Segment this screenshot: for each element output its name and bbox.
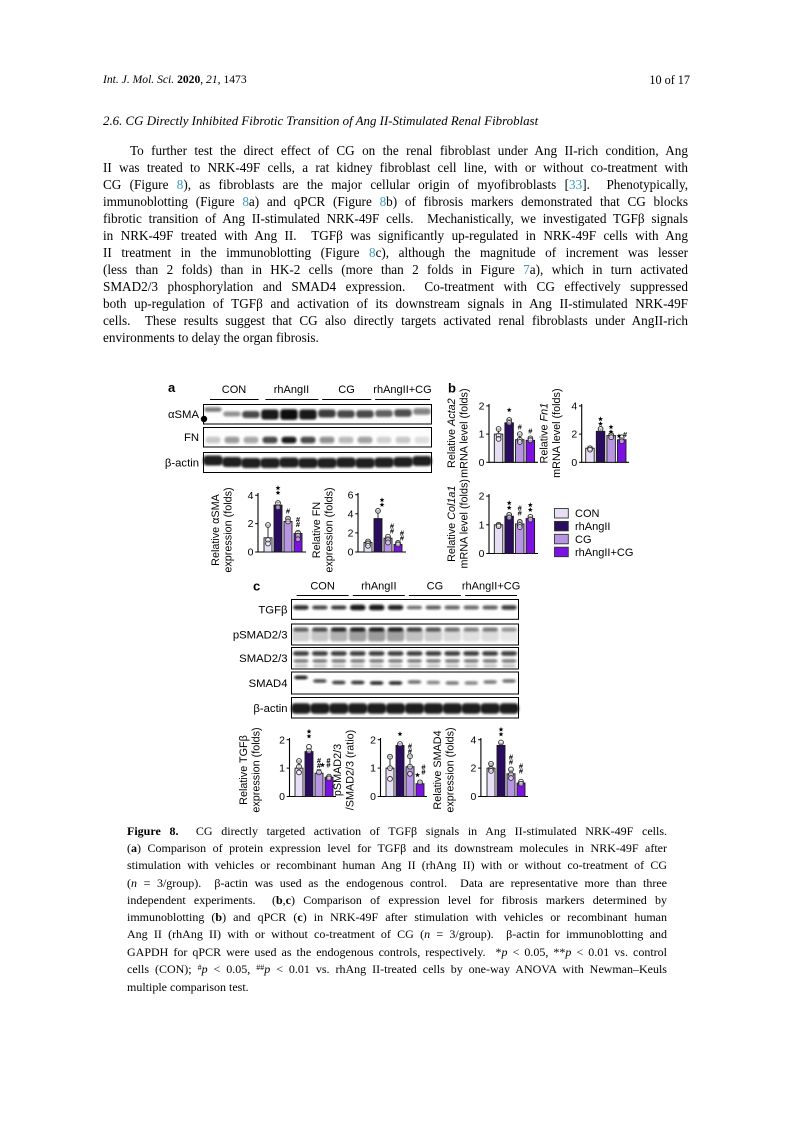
svg-text:0: 0 [279,791,285,803]
svg-text:6: 6 [348,489,354,501]
svg-text:pSMAD2/3: pSMAD2/3 [332,744,344,796]
svg-text:#: # [317,761,322,770]
svg-text:rhAngII: rhAngII [361,581,396,593]
svg-text:1: 1 [370,763,376,775]
svg-text:2: 2 [479,491,485,503]
svg-text:b: b [448,381,456,396]
svg-text:Relative FN: Relative FN [311,502,323,558]
svg-text:#: # [518,423,523,432]
svg-text:rhAngII: rhAngII [274,384,309,396]
svg-text:4: 4 [248,490,254,502]
svg-text:1: 1 [279,763,285,775]
svg-text:0: 0 [479,457,485,469]
svg-text:CON: CON [575,508,600,520]
svg-text:mRNA level (folds): mRNA level (folds) [551,388,563,477]
svg-text:#: # [518,508,523,517]
svg-text:Relative Acta2: Relative Acta2 [446,398,458,468]
svg-text:#: # [421,763,426,772]
svg-text:2: 2 [248,518,254,530]
svg-text:TGFβ: TGFβ [258,604,288,616]
svg-text:#: # [390,526,395,535]
svg-text:Relative TGFβ: Relative TGFβ [238,735,250,805]
svg-text:CON: CON [222,384,247,396]
svg-text:#: # [400,533,405,542]
svg-text:0: 0 [571,457,577,469]
svg-text:#: # [623,430,628,439]
svg-text:#: # [326,756,331,765]
svg-text:Relative SMAD4: Relative SMAD4 [432,730,444,809]
svg-text:CG: CG [338,384,355,396]
svg-text:#: # [400,529,405,538]
svg-text:#: # [421,767,426,776]
svg-text:Relative Col1a1: Relative Col1a1 [446,486,458,562]
svg-text:CG: CG [427,581,444,593]
svg-text:mRNA level (folds): mRNA level (folds) [459,479,471,568]
svg-text:0: 0 [248,547,254,559]
svg-text:a: a [168,380,176,395]
svg-text:#: # [286,507,291,516]
svg-text:FN: FN [184,432,199,444]
svg-text:4: 4 [348,508,354,520]
svg-text:Relative αSMA: Relative αSMA [210,493,222,565]
svg-text:2: 2 [571,429,577,441]
svg-text:SMAD4: SMAD4 [249,678,288,690]
svg-text:#: # [528,427,533,436]
svg-text:expression (folds): expression (folds) [251,727,263,812]
svg-text:rhAngII+CG: rhAngII+CG [575,547,633,559]
svg-text:rhAngII+CG: rhAngII+CG [373,384,431,396]
svg-text:αSMA: αSMA [168,409,199,421]
svg-text:0: 0 [370,791,376,803]
svg-text:4: 4 [571,401,577,413]
svg-text:expression (folds): expression (folds) [223,487,235,572]
svg-text:#: # [518,504,523,513]
svg-text:CG: CG [575,534,592,546]
svg-text:4: 4 [471,734,477,746]
svg-text:2: 2 [370,734,376,746]
svg-text:0: 0 [471,791,477,803]
svg-text:rhAngII+CG: rhAngII+CG [462,581,520,593]
svg-text:#: # [390,522,395,531]
svg-text:#: # [408,746,413,755]
svg-text:rhAngII: rhAngII [575,521,610,533]
svg-text:2: 2 [479,401,485,413]
svg-text:#: # [326,761,331,770]
svg-text:2: 2 [471,763,477,775]
svg-text:#: # [296,515,301,524]
svg-text:1: 1 [479,519,485,531]
svg-text:expression (folds): expression (folds) [324,487,336,572]
svg-text:0: 0 [479,548,485,560]
svg-text:Relative Fn1: Relative Fn1 [539,403,551,464]
svg-text:#: # [408,742,413,751]
svg-text:β-actin: β-actin [165,458,199,470]
svg-text:expression (folds): expression (folds) [445,727,457,812]
svg-text:#: # [509,753,514,762]
svg-text:2: 2 [348,528,354,540]
svg-text:#: # [317,756,322,765]
svg-text:β-actin: β-actin [253,703,287,715]
svg-text:2: 2 [279,734,285,746]
svg-text:#: # [519,762,524,771]
svg-text:mRNA level (folds): mRNA level (folds) [459,388,471,477]
svg-text:#: # [509,757,514,766]
svg-text:#: # [296,520,301,529]
svg-text:SMAD2/3: SMAD2/3 [239,653,287,665]
svg-text:pSMAD2/3: pSMAD2/3 [233,630,288,642]
svg-text:0: 0 [348,547,354,559]
svg-text:/SMAD2/3 (ratio): /SMAD2/3 (ratio) [345,730,357,810]
svg-text:1: 1 [479,429,485,441]
svg-text:#: # [519,766,524,775]
svg-text:CON: CON [310,581,335,593]
svg-text:c: c [253,579,260,594]
